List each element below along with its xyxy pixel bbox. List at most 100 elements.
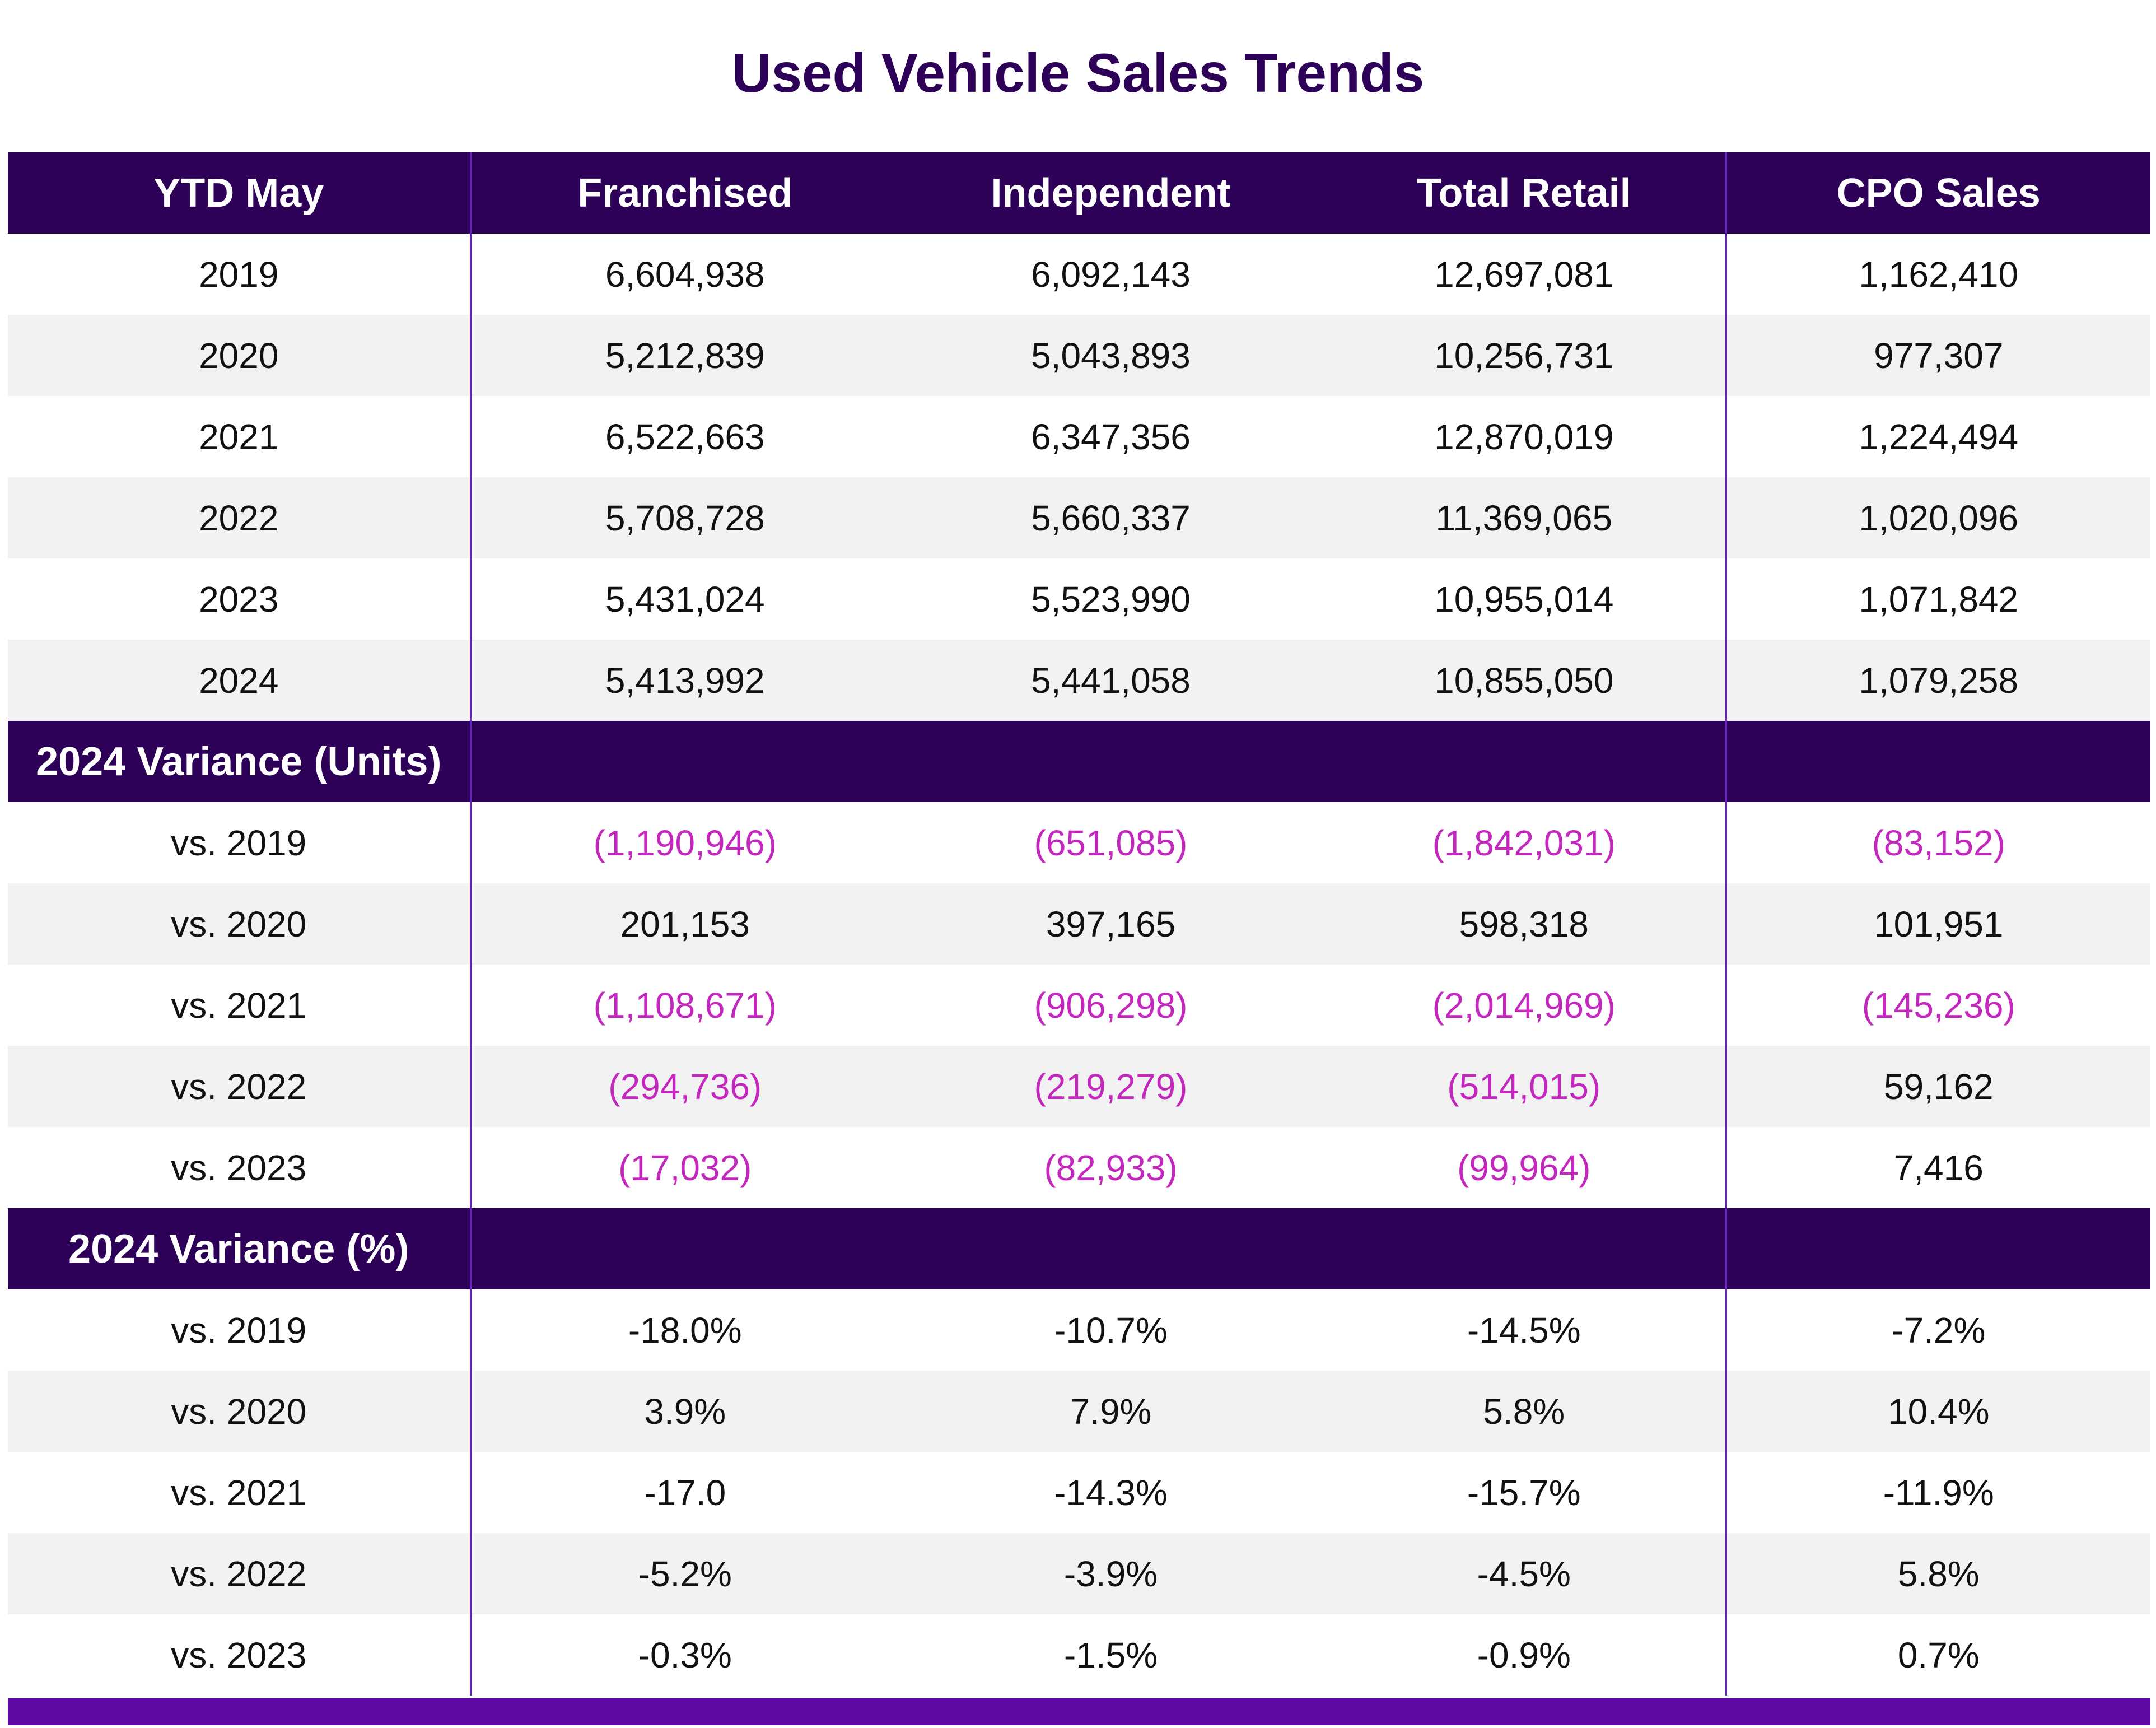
table-row: vs. 2020 3.9% 7.9% 5.8% 10.4%	[8, 1371, 2150, 1452]
section-heading: 2024 Variance (Units)	[8, 721, 470, 802]
data-cell: 5,413,992	[469, 640, 899, 721]
data-cell: 5,708,728	[469, 477, 899, 558]
data-cell: -10.7%	[899, 1289, 1323, 1371]
data-cell: 6,347,356	[899, 396, 1323, 477]
table-row: vs. 2019 (1,190,946) (651,085) (1,842,031)(…	[8, 802, 2150, 883]
data-cell: 1,162,410	[1725, 234, 2150, 315]
row-label: vs. 2023	[8, 1127, 470, 1208]
row-label: vs. 2022	[8, 1046, 470, 1127]
row-label: vs. 2021	[8, 965, 470, 1046]
data-cell: 5,660,337	[899, 477, 1323, 558]
header-row: YTD May Franchised Independent Total Ret…	[8, 152, 2150, 234]
data-cell: -18.0%	[469, 1289, 899, 1371]
data-cell: (145,236)	[1725, 965, 2150, 1046]
data-cell: 12,870,019	[1323, 396, 1726, 477]
section-header-cell	[1725, 721, 2150, 802]
row-label: vs. 2020	[8, 883, 470, 965]
section-header-cell	[899, 1208, 1323, 1289]
data-cell: 5.8%	[1725, 1533, 2150, 1614]
table-row: vs. 2023 (17,032) (82,933) (99,964) 7,416	[8, 1127, 2150, 1208]
data-cell: -14.5%	[1323, 1289, 1726, 1371]
data-cell: 10,955,014	[1323, 558, 1726, 640]
column-header-cpo-sales: CPO Sales	[1725, 152, 2150, 234]
table-row: vs. 2023 -0.3% -1.5% -0.9% 0.7%	[8, 1614, 2150, 1696]
data-cell: 598,318	[1323, 883, 1726, 965]
table-row: 2024 5,413,992 5,441,058 10,855,050 1,079,25…	[8, 640, 2150, 721]
data-cell: -0.9%	[1323, 1614, 1726, 1696]
data-cell: 10.4%	[1725, 1371, 2150, 1452]
row-label: 2019	[8, 234, 470, 315]
data-cell: 5,212,839	[469, 315, 899, 396]
section-heading: 2024 Variance (%)	[8, 1208, 470, 1289]
table-body: 2019 6,604,938 6,092,143 12,697,081 1,162,41…	[8, 234, 2150, 1696]
sales-table: YTD May Franchised Independent Total Ret…	[8, 152, 2150, 1696]
data-cell: 5,523,990	[899, 558, 1323, 640]
data-cell: 5,043,893	[899, 315, 1323, 396]
table-row: vs. 2019 -18.0% -10.7% -14.5% -7.2%	[8, 1289, 2150, 1371]
data-cell: 5,431,024	[469, 558, 899, 640]
row-label: vs. 2021	[8, 1452, 470, 1533]
data-cell: -5.2%	[469, 1533, 899, 1614]
data-cell: 7,416	[1725, 1127, 2150, 1208]
table-row: vs. 2022 (294,736) (219,279) (514,015) 59,16…	[8, 1046, 2150, 1127]
section-header-cell	[469, 1208, 899, 1289]
table-row: 2022 5,708,728 5,660,337 11,369,065 1,020,09…	[8, 477, 2150, 558]
row-label: vs. 2020	[8, 1371, 470, 1452]
data-cell: 11,369,065	[1323, 477, 1726, 558]
row-label: vs. 2022	[8, 1533, 470, 1614]
data-cell: 5,441,058	[899, 640, 1323, 721]
data-cell: 5.8%	[1323, 1371, 1726, 1452]
data-cell: 6,522,663	[469, 396, 899, 477]
row-label: vs. 2019	[8, 802, 470, 883]
data-cell: 397,165	[899, 883, 1323, 965]
data-cell: 1,071,842	[1725, 558, 2150, 640]
data-cell: 10,855,050	[1323, 640, 1726, 721]
data-cell: (514,015)	[1323, 1046, 1726, 1127]
table-row: 2021 6,522,663 6,347,356 12,870,019 1,224,49…	[8, 396, 2150, 477]
section-header-cell	[469, 721, 899, 802]
data-cell: 101,951	[1725, 883, 2150, 965]
column-header-independent: Independent	[899, 152, 1323, 234]
data-cell: 10,256,731	[1323, 315, 1726, 396]
table-row: vs. 2021 (1,108,671) (906,298) (2,014,969)(…	[8, 965, 2150, 1046]
table-row: vs. 2022 -5.2% -3.9% -4.5% 5.8%	[8, 1533, 2150, 1614]
data-cell: 59,162	[1725, 1046, 2150, 1127]
data-cell: (906,298)	[899, 965, 1323, 1046]
data-cell: 3.9%	[469, 1371, 899, 1452]
data-cell: 0.7%	[1725, 1614, 2150, 1696]
data-cell: -11.9%	[1725, 1452, 2150, 1533]
data-cell: -14.3%	[899, 1452, 1323, 1533]
row-label: 2022	[8, 477, 470, 558]
row-label: vs. 2019	[8, 1289, 470, 1371]
column-header-total-retail: Total Retail	[1323, 152, 1726, 234]
data-cell: (651,085)	[899, 802, 1323, 883]
data-cell: -1.5%	[899, 1614, 1323, 1696]
table-row: vs. 2020 201,153 397,165 598,318 101,951	[8, 883, 2150, 965]
data-cell: (2,014,969)	[1323, 965, 1726, 1046]
data-cell: 1,079,258	[1725, 640, 2150, 721]
row-label: 2023	[8, 558, 470, 640]
section-header-cell	[1725, 1208, 2150, 1289]
data-cell: -17.0	[469, 1452, 899, 1533]
section-header-row: 2024 Variance (Units)	[8, 721, 2150, 802]
column-header-ytd: YTD May	[8, 152, 470, 234]
row-label: 2021	[8, 396, 470, 477]
sales-table-container: YTD May Franchised Independent Total Ret…	[8, 152, 2150, 1696]
data-cell: -3.9%	[899, 1533, 1323, 1614]
data-cell: 6,092,143	[899, 234, 1323, 315]
table-row: 2019 6,604,938 6,092,143 12,697,081 1,162,41…	[8, 234, 2150, 315]
data-cell: (1,108,671)	[469, 965, 899, 1046]
section-header-cell	[1323, 1208, 1726, 1289]
data-cell: 1,224,494	[1725, 396, 2150, 477]
data-cell: -15.7%	[1323, 1452, 1726, 1533]
data-cell: (1,190,946)	[469, 802, 899, 883]
section-header-cell	[1323, 721, 1726, 802]
data-cell: (82,933)	[899, 1127, 1323, 1208]
data-cell: 6,604,938	[469, 234, 899, 315]
data-cell: -7.2%	[1725, 1289, 2150, 1371]
table-row: vs. 2021 -17.0 -14.3% -15.7% -11.9%	[8, 1452, 2150, 1533]
data-cell: 1,020,096	[1725, 477, 2150, 558]
data-cell: (17,032)	[469, 1127, 899, 1208]
data-cell: (83,152)	[1725, 802, 2150, 883]
data-cell: 201,153	[469, 883, 899, 965]
